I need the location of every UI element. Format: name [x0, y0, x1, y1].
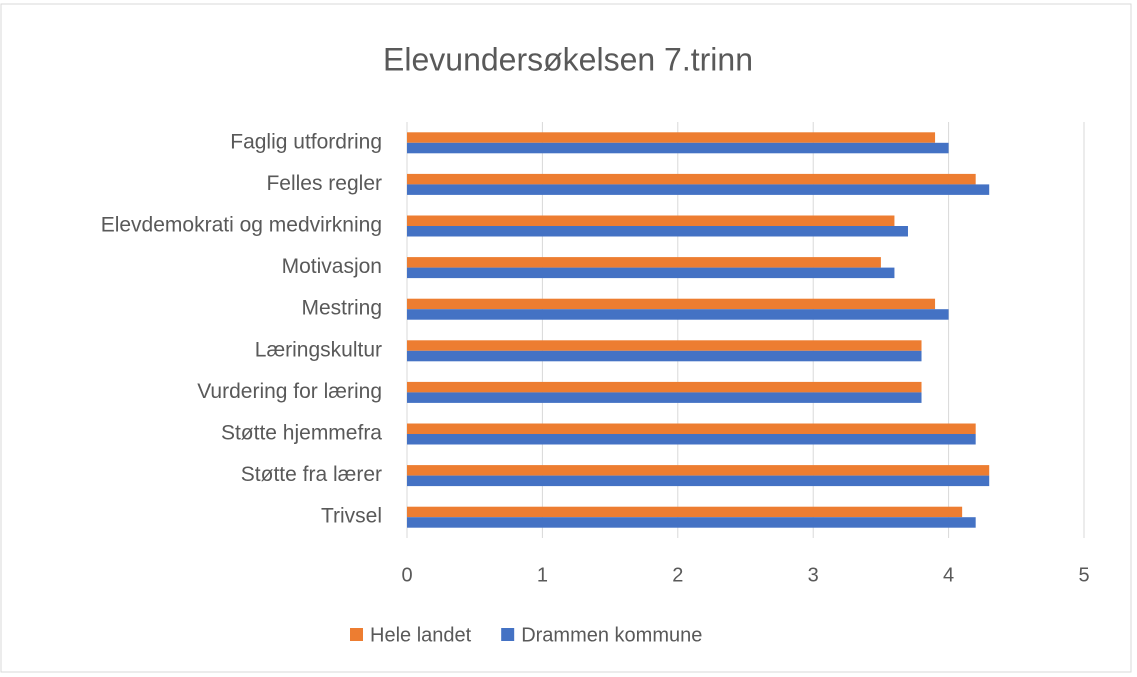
- y-tick-label: Motivasjon: [282, 255, 382, 278]
- bar: [407, 298, 936, 310]
- y-tick-label: Mestring: [301, 297, 382, 320]
- legend-label: Hele landet: [370, 624, 472, 646]
- y-tick-label: Elevdemokrati og medvirkning: [101, 214, 382, 237]
- legend-swatch: [501, 628, 515, 641]
- bar: [407, 309, 949, 320]
- bar: [407, 506, 963, 518]
- bar: [407, 215, 895, 226]
- bar: [407, 173, 976, 185]
- y-tick-label: Vurdering for læring: [197, 380, 382, 403]
- y-tick-label: Trivsel: [321, 505, 382, 528]
- y-tick-label: Felles regler: [266, 172, 382, 195]
- bar: [407, 257, 881, 268]
- bar: [407, 142, 949, 154]
- bar: [407, 267, 895, 279]
- bar: [407, 340, 922, 351]
- chart-title: Elevundersøkelsen 7.trinn: [383, 41, 753, 77]
- x-tick-label: 5: [1078, 564, 1089, 586]
- bar: [407, 434, 976, 445]
- bar: [407, 350, 922, 362]
- x-tick-label: 1: [537, 564, 548, 586]
- x-tick-label: 4: [943, 564, 954, 586]
- bar: [407, 184, 990, 195]
- x-tick-label: 3: [808, 564, 819, 586]
- bar: [407, 517, 976, 528]
- bar: [407, 392, 922, 403]
- x-tick-label: 2: [672, 564, 683, 586]
- y-tick-label: Faglig utfordring: [230, 130, 382, 153]
- bar: [407, 226, 908, 237]
- legend-label: Drammen kommune: [521, 624, 702, 646]
- y-tick-label: Støtte hjemmefra: [221, 422, 382, 445]
- legend-swatch: [350, 628, 363, 641]
- y-tick-label: Støtte fra lærer: [241, 463, 382, 486]
- bar: [407, 132, 936, 143]
- y-tick-label: Læringskultur: [255, 338, 382, 361]
- chart-border: [0, 3, 1132, 673]
- bar: [407, 381, 922, 393]
- bar: [407, 423, 976, 434]
- bar: [407, 475, 990, 487]
- x-tick-label: 0: [401, 564, 412, 586]
- bar: [407, 465, 990, 476]
